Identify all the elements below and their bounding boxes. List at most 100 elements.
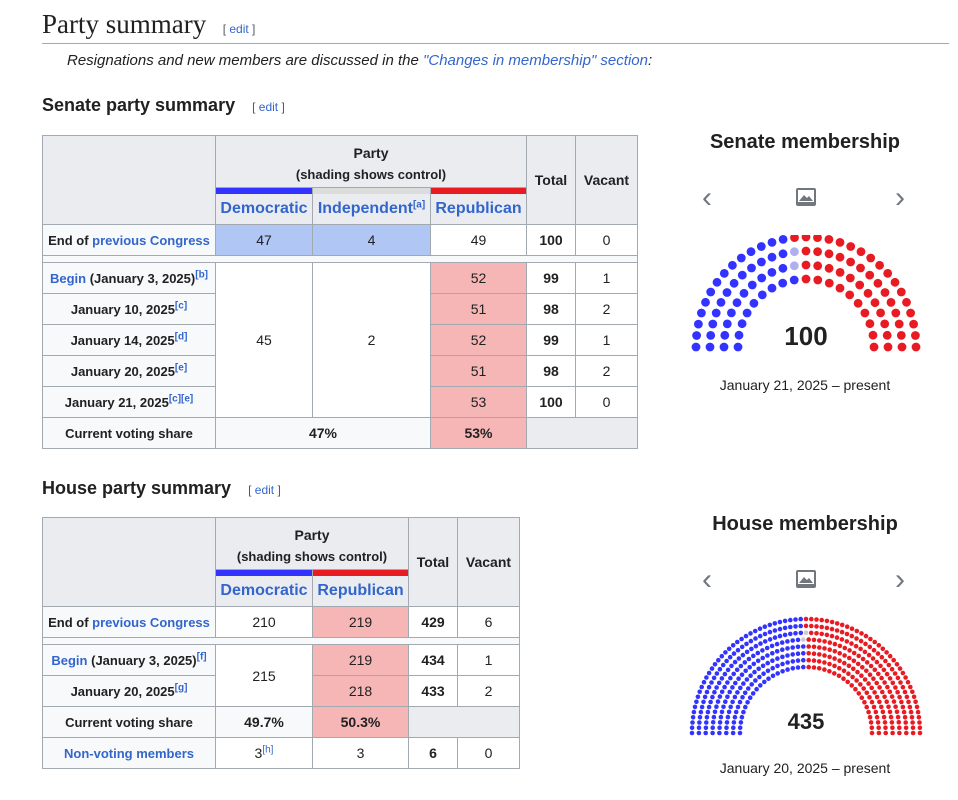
cell-vacant: 2 bbox=[457, 675, 520, 707]
col-independent-label[interactable]: Independent bbox=[317, 200, 413, 217]
seat-rep bbox=[871, 676, 876, 681]
seat-dem bbox=[704, 675, 709, 680]
seat-dem bbox=[793, 624, 798, 629]
seat-dem bbox=[770, 651, 775, 656]
house-heading-text: House party summary bbox=[42, 478, 232, 498]
chevron-right-icon[interactable]: › bbox=[895, 563, 905, 596]
col-republican-label[interactable]: Republican bbox=[435, 200, 522, 217]
seat-rep bbox=[855, 669, 860, 675]
chevron-right-icon[interactable]: › bbox=[895, 181, 905, 214]
seat-dem bbox=[724, 658, 729, 664]
seat-rep bbox=[917, 720, 922, 725]
seat-rep bbox=[867, 644, 873, 650]
footnote-f[interactable]: [f] bbox=[196, 651, 207, 663]
cell-vacant: 2 bbox=[575, 355, 638, 387]
seat-rep bbox=[883, 730, 888, 736]
seat-rep bbox=[894, 709, 900, 715]
edit-link[interactable]: edit bbox=[254, 483, 275, 497]
table-row: Current voting share 49.7% 50.3% bbox=[42, 706, 520, 738]
seat-rep bbox=[864, 704, 869, 710]
seat-rep bbox=[887, 709, 893, 715]
footnote-ce[interactable]: [c][e] bbox=[168, 393, 194, 405]
seat-dem bbox=[701, 297, 710, 307]
footnote-d[interactable]: [d] bbox=[174, 331, 188, 343]
row-label-text: January 21, 2025 bbox=[64, 394, 169, 410]
edit-link[interactable]: edit bbox=[229, 22, 249, 36]
seat-dem bbox=[704, 720, 709, 725]
seat-dem bbox=[739, 636, 744, 642]
seat-rep bbox=[900, 704, 906, 710]
seat-dem bbox=[737, 319, 747, 329]
seat-dem bbox=[743, 633, 749, 639]
image-icon[interactable] bbox=[795, 569, 817, 589]
seat-rep bbox=[864, 660, 870, 665]
seat-dem bbox=[714, 685, 719, 690]
footnote-c[interactable]: [c] bbox=[174, 300, 188, 312]
seat-rep bbox=[835, 283, 845, 293]
hatnote-suffix: : bbox=[647, 52, 653, 69]
col-democratic-label[interactable]: Democratic bbox=[220, 582, 308, 599]
seat-rep bbox=[876, 643, 882, 648]
previous-congress-link[interactable]: previous Congress bbox=[92, 232, 210, 248]
seat-dem bbox=[706, 684, 712, 690]
seat-rep bbox=[814, 631, 819, 636]
seat-rep bbox=[854, 628, 860, 634]
footnote-b[interactable]: [b] bbox=[195, 269, 209, 281]
seat-dem bbox=[765, 660, 770, 666]
seat-dem bbox=[720, 330, 730, 340]
seat-rep bbox=[908, 684, 913, 690]
seat-dem bbox=[738, 685, 743, 691]
seat-dem bbox=[690, 720, 695, 725]
seat-rep bbox=[860, 656, 866, 662]
seat-rep bbox=[883, 342, 893, 352]
seat-rep bbox=[876, 308, 885, 318]
col-democratic-label[interactable]: Democratic bbox=[220, 200, 308, 217]
seat-dem bbox=[755, 650, 761, 656]
chevron-left-icon[interactable]: ‹ bbox=[702, 563, 712, 596]
seat-dem bbox=[717, 694, 723, 699]
edit-link[interactable]: edit bbox=[258, 100, 279, 114]
image-icon[interactable] bbox=[795, 187, 817, 207]
seat-dem bbox=[735, 647, 741, 653]
footnote-a[interactable]: [a] bbox=[412, 199, 426, 211]
footnote-h[interactable]: [h] bbox=[262, 744, 274, 756]
non-voting-members-link[interactable]: Non-voting members bbox=[63, 745, 194, 761]
seat-dem bbox=[740, 695, 745, 700]
chevron-left-icon[interactable]: ‹ bbox=[702, 181, 712, 214]
seat-dem bbox=[754, 686, 759, 692]
seat-rep bbox=[842, 645, 848, 651]
seat-rep bbox=[817, 652, 822, 657]
seat-dem bbox=[731, 651, 737, 656]
cell-share-rep: 50.3% bbox=[312, 706, 409, 738]
begin-link[interactable]: Begin bbox=[51, 652, 88, 668]
seat-rep bbox=[875, 720, 881, 725]
changes-in-membership-link[interactable]: "Changes in membership" section bbox=[423, 52, 648, 69]
seat-rep bbox=[906, 308, 915, 318]
seat-dem bbox=[717, 730, 722, 736]
seat-dem bbox=[705, 709, 711, 715]
previous-congress-link[interactable]: previous Congress bbox=[92, 614, 210, 630]
edit-section-house: [ edit ] bbox=[248, 483, 281, 497]
cell-total: 433 bbox=[408, 675, 458, 707]
seat-rep bbox=[877, 685, 882, 690]
seat-rep bbox=[879, 675, 884, 681]
seat-dem bbox=[756, 666, 761, 672]
seat-dem bbox=[785, 639, 790, 644]
footnote-e[interactable]: [e] bbox=[174, 362, 188, 374]
seat-vacant bbox=[801, 637, 806, 642]
senate-membership-title: Senate membership bbox=[709, 131, 901, 153]
col-republican-label[interactable]: Republican bbox=[317, 582, 404, 599]
seat-rep bbox=[827, 640, 833, 645]
seat-dem bbox=[733, 342, 743, 352]
row-label-text: January 20, 2025 bbox=[70, 363, 175, 379]
seat-dem bbox=[747, 695, 753, 700]
seat-dem bbox=[733, 680, 738, 686]
separator bbox=[42, 255, 638, 263]
seat-rep bbox=[911, 342, 921, 352]
seat-rep bbox=[849, 683, 854, 688]
seat-rep bbox=[893, 704, 898, 709]
footnote-g[interactable]: [g] bbox=[174, 682, 188, 694]
seat-dem bbox=[690, 715, 696, 720]
begin-link[interactable]: Begin bbox=[49, 270, 87, 286]
seat-rep bbox=[839, 629, 845, 635]
